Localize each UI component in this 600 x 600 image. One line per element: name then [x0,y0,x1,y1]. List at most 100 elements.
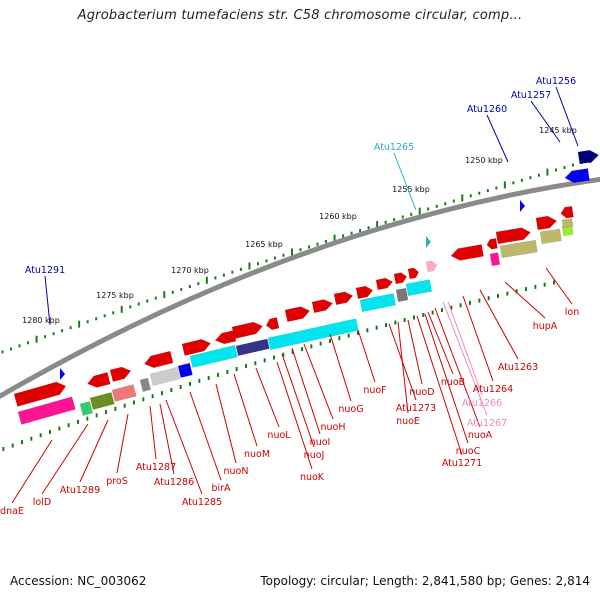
inner-gene-label[interactable]: Atu1285 [182,497,222,508]
inner-gene-label[interactable]: Atu1263 [498,362,538,373]
gene-forward[interactable] [181,337,212,356]
gene-forward[interactable] [86,372,111,389]
strand-marker [520,200,525,212]
inner-gene-label[interactable]: Atu1271 [442,458,482,469]
inner-gene-label[interactable]: Atu1266 [462,398,502,409]
outer-gene-label[interactable]: Atu1257 [511,90,551,101]
topology-text: Topology: circular; Length: 2,841,580 bp… [260,574,590,588]
inner-gene-label[interactable]: nuoG [338,404,363,415]
gene-forward[interactable] [109,365,132,382]
gene-reverse[interactable] [267,318,359,351]
scale-tick [435,204,438,208]
inner-gene-label[interactable]: dnaE [0,506,24,517]
gene-reverse[interactable] [89,392,115,410]
gene-reverse[interactable] [405,279,433,297]
lower-tick [226,369,229,374]
inner-gene-label[interactable]: nuoJ [304,450,325,461]
gene-reverse[interactable] [499,239,538,259]
inner-gene-label[interactable]: Atu1267 [467,418,507,429]
gene-forward[interactable] [284,305,311,323]
inner-gene-label[interactable]: Atu1273 [396,403,436,414]
inner-gene-label[interactable]: nuoN [224,466,249,477]
lower-tick [338,336,341,341]
gene-forward[interactable] [265,317,280,330]
gene-forward[interactable] [143,350,174,369]
scale-label: 1245 kbp [539,126,577,135]
inner-gene-label[interactable]: Atu1264 [473,384,513,395]
gene-forward[interactable] [495,226,532,245]
gene-reverse[interactable] [359,293,396,313]
gene-forward[interactable] [560,205,574,219]
gene-forward[interactable] [231,320,264,339]
lower-tick [506,291,509,296]
gene-reverse[interactable] [189,344,238,368]
inner-gene-label[interactable]: Atu1289 [60,485,100,496]
inner-gene-label[interactable]: nuoF [363,385,386,396]
inner-gene-label[interactable]: Atu1286 [154,477,194,488]
gene-reverse[interactable] [395,287,409,303]
gene-reverse[interactable] [489,252,501,267]
inner-gene-label[interactable]: nuoI [310,437,331,448]
gene-forward[interactable] [407,267,420,280]
scale-tick [359,228,362,232]
outer-gene-label[interactable]: Atu1265 [374,142,414,153]
scale-tick [308,245,311,249]
gene-forward[interactable] [535,215,558,231]
inner-gene-label[interactable]: nuoE [396,416,420,427]
leader-line [393,152,417,211]
gene-forward[interactable] [355,285,374,300]
leader-line [255,367,280,428]
outer-gene-label[interactable]: Atu1291 [25,265,65,276]
inner-gene-label[interactable]: hupA [533,321,558,332]
lower-tick [133,400,135,405]
inner-gene-label[interactable]: nuoM [244,449,270,460]
lower-tick [263,358,266,363]
gene-reverse[interactable] [79,401,94,416]
outer-gene-label[interactable]: Atu1260 [467,104,507,115]
gene-labels[interactable]: Atu1256 Atu1257 Atu1260 Atu1265 Atu1291 lonhu… [0,76,579,517]
scale-tick [342,234,345,238]
gene-reverse[interactable] [177,362,193,378]
gene-forward[interactable] [13,380,68,407]
gene-reverse[interactable] [149,366,181,386]
gene-reverse[interactable] [235,338,270,357]
gene-reverse[interactable] [17,396,76,425]
lower-tick [291,349,294,354]
strand-marker [60,368,65,380]
gene-forward[interactable] [375,277,394,291]
scale-tick [69,326,72,330]
leader-line [281,353,315,448]
inner-gene-label[interactable]: birA [211,483,231,494]
inner-gene-label[interactable]: lon [565,307,579,318]
scale-tick [393,218,396,222]
inner-gene-label[interactable]: nuoC [456,446,481,457]
inner-gene-label[interactable]: lolD [33,497,51,508]
inner-gene-label[interactable]: nuoH [321,422,346,433]
inner-gene-label[interactable]: proS [106,476,128,487]
gene-reverse[interactable] [139,377,151,392]
gene-reverse[interactable] [539,228,562,245]
inner-gene-label[interactable]: nuoL [267,430,291,441]
gene-forward[interactable] [577,149,600,165]
gene-forward[interactable] [564,168,590,183]
gene-forward[interactable] [393,272,408,285]
inner-gene-label[interactable]: nuoB [441,377,465,388]
inner-gene-label[interactable]: nuoD [409,387,434,398]
inner-gene-label[interactable]: nuoK [300,472,325,483]
outer-gene-label[interactable]: Atu1256 [536,76,576,87]
inner-gene-label[interactable]: Atu1287 [136,462,176,473]
chromosome-backbone [0,176,600,400]
gene-forward[interactable] [333,290,354,306]
inner-gene-label[interactable]: nuoA [468,430,493,441]
gene-forward[interactable] [311,298,334,314]
scale-tick [231,270,234,274]
gene-forward[interactable] [450,244,484,261]
gene-forward[interactable] [425,260,438,273]
gene-forward[interactable] [214,330,237,345]
gene-features[interactable] [13,149,600,425]
gene-reverse[interactable] [111,384,137,402]
gene-forward[interactable] [486,238,498,250]
scale-tick [520,178,523,182]
gene-reverse[interactable] [561,218,574,229]
